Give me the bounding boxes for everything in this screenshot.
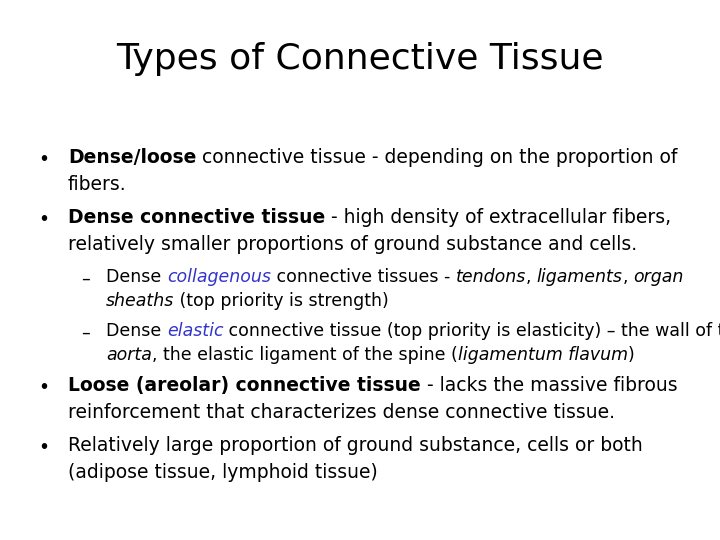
Text: - lacks the massive fibrous: - lacks the massive fibrous [420,376,678,395]
Text: •: • [38,378,50,397]
Text: aorta: aorta [106,346,152,364]
Text: fibers.: fibers. [68,175,127,194]
Text: reinforcement that characterizes dense connective tissue.: reinforcement that characterizes dense c… [68,403,615,422]
Text: connective tissue (top priority is elasticity) – the wall of the: connective tissue (top priority is elast… [223,322,720,340]
Text: ,: , [526,268,536,286]
Text: Dense/loose: Dense/loose [68,148,197,167]
Text: Types of Connective Tissue: Types of Connective Tissue [116,42,604,76]
Text: relatively smaller proportions of ground substance and cells.: relatively smaller proportions of ground… [68,235,637,254]
Text: elastic: elastic [167,322,223,340]
Text: –: – [81,270,91,288]
Text: organ: organ [634,268,684,286]
Text: ligaments: ligaments [536,268,623,286]
Text: •: • [38,210,50,229]
Text: sheaths: sheaths [106,292,174,310]
Text: Relatively large proportion of ground substance, cells or both: Relatively large proportion of ground su… [68,436,643,455]
Text: (adipose tissue, lymphoid tissue): (adipose tissue, lymphoid tissue) [68,463,378,482]
Text: collagenous: collagenous [167,268,271,286]
Text: Loose (areolar) connective tissue: Loose (areolar) connective tissue [68,376,420,395]
Text: ): ) [628,346,634,364]
Text: (top priority is strength): (top priority is strength) [174,292,389,310]
Text: Dense: Dense [106,268,167,286]
Text: - high density of extracellular fibers,: - high density of extracellular fibers, [325,208,671,227]
Text: Dense connective tissue: Dense connective tissue [68,208,325,227]
Text: •: • [38,438,50,457]
Text: tendons: tendons [456,268,526,286]
Text: , the elastic ligament of the spine (: , the elastic ligament of the spine ( [152,346,458,364]
Text: •: • [38,150,50,169]
Text: connective tissues -: connective tissues - [271,268,456,286]
Text: ligamentum flavum: ligamentum flavum [458,346,628,364]
Text: –: – [81,324,91,342]
Text: ,: , [623,268,634,286]
Text: Dense: Dense [106,322,167,340]
Text: connective tissue - depending on the proportion of: connective tissue - depending on the pro… [197,148,678,167]
